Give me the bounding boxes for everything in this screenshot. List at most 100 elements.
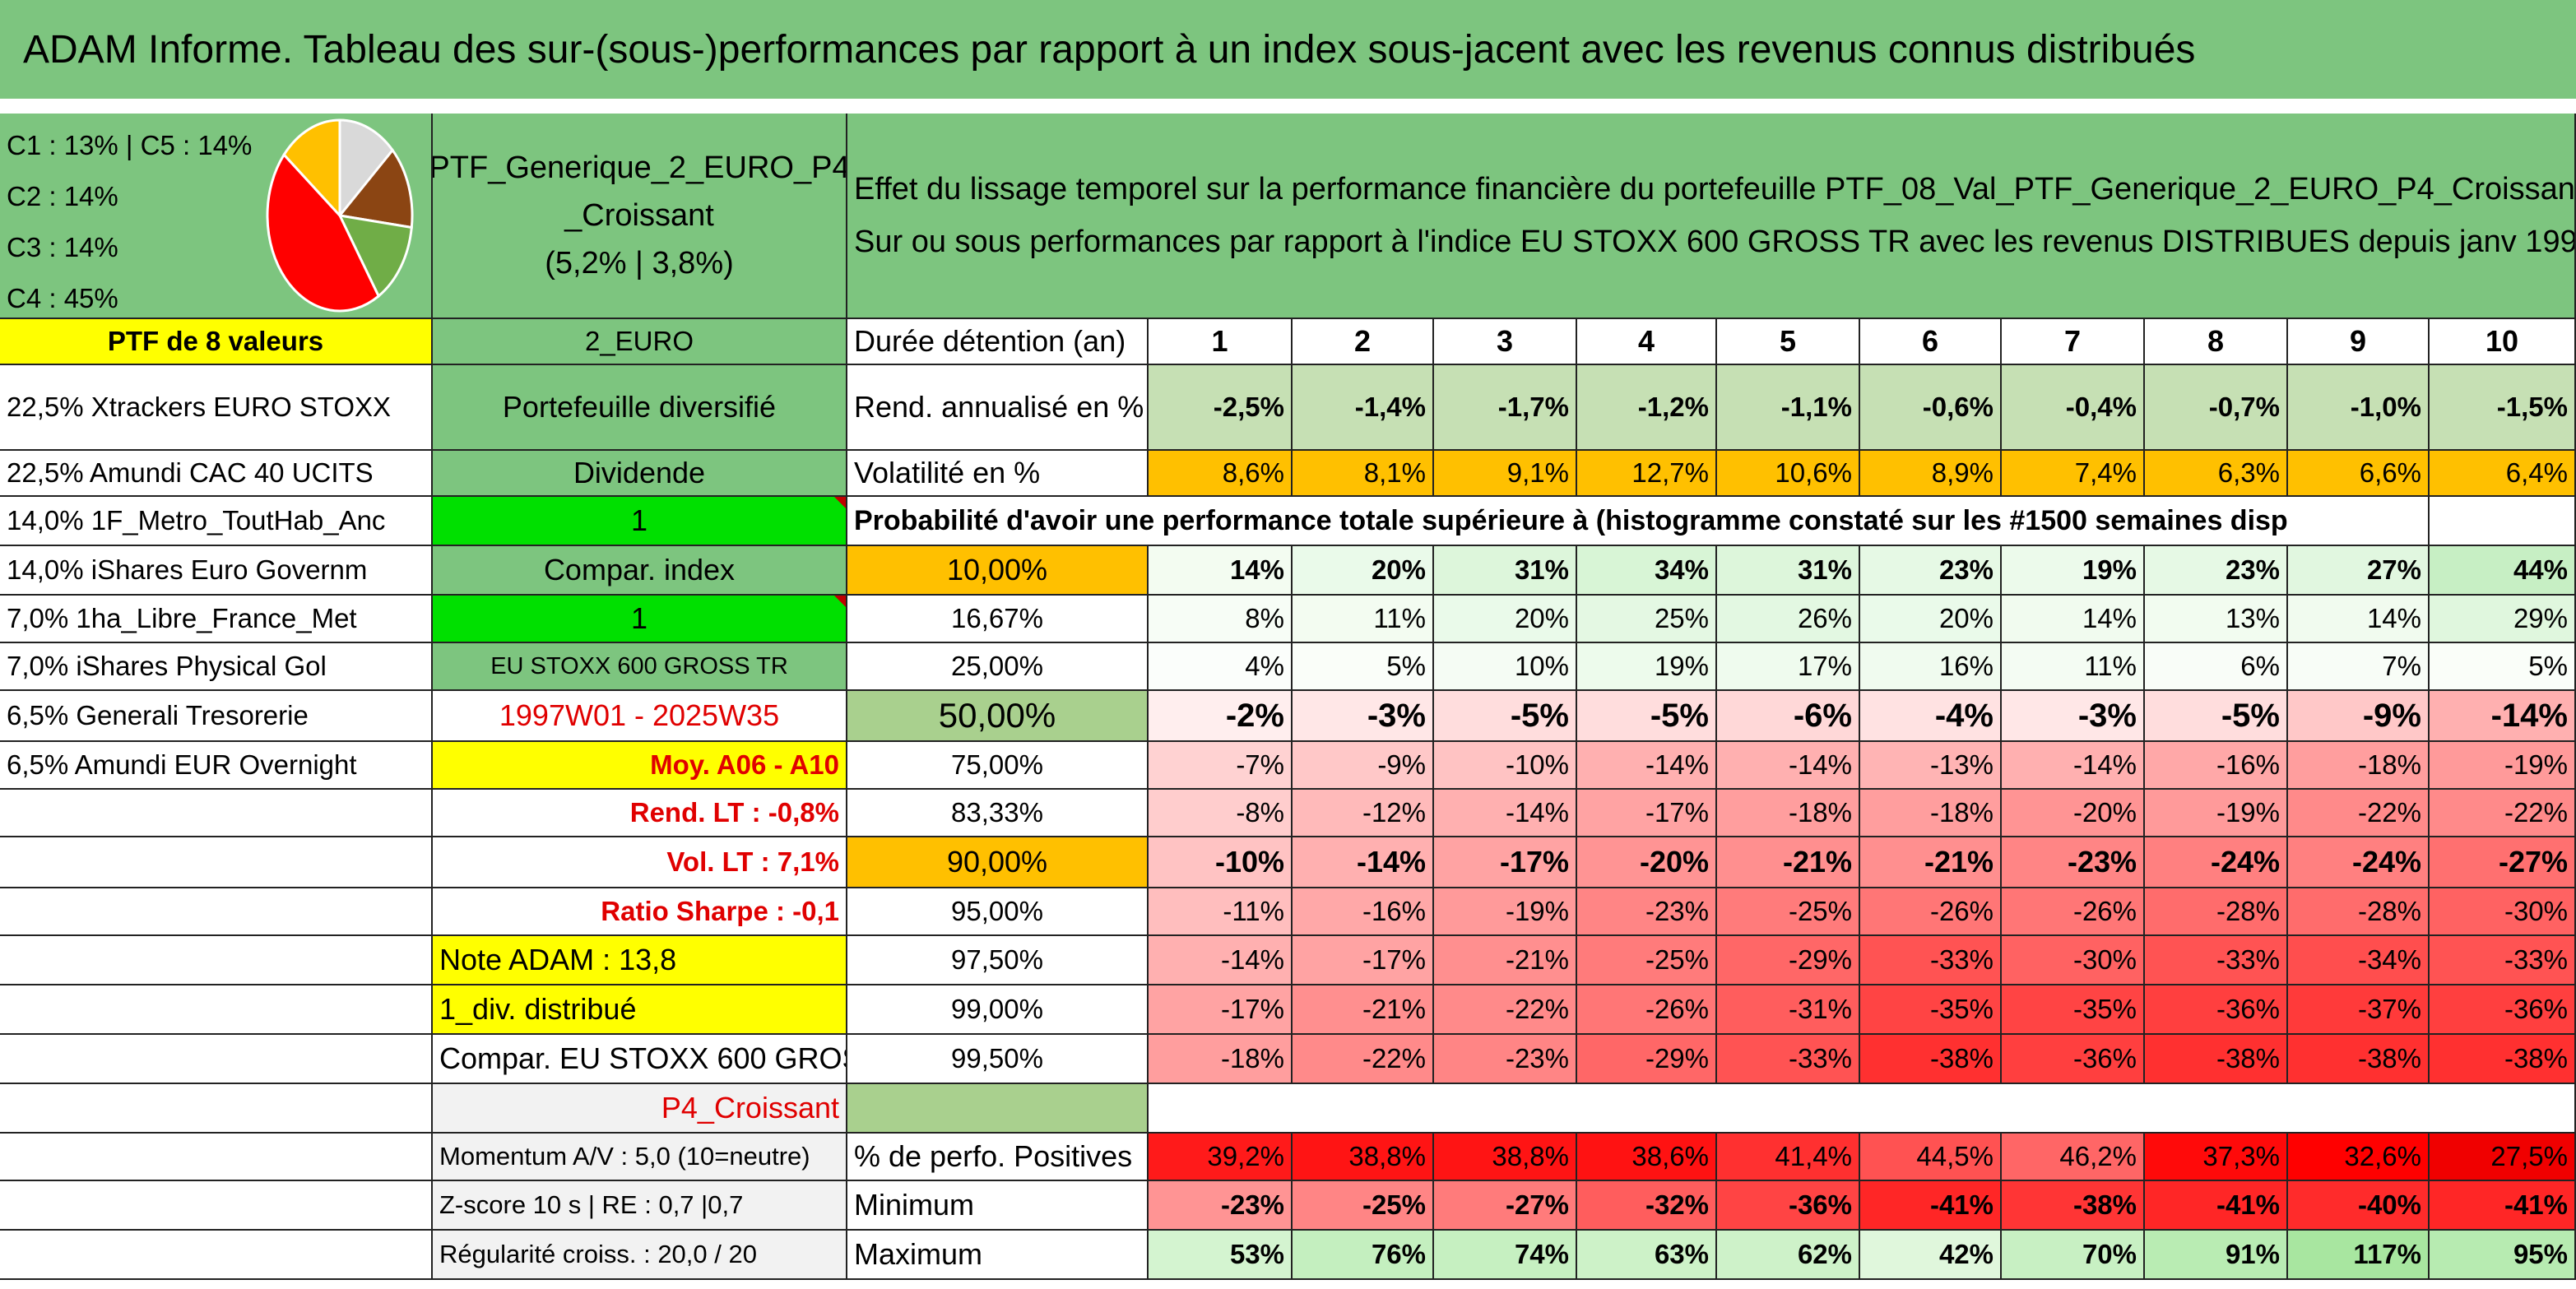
quantile-value: -33%	[1717, 1035, 1860, 1084]
empty-cell	[0, 888, 433, 936]
quantile-value: -10%	[1434, 742, 1577, 790]
pos-value: 38,6%	[1577, 1134, 1717, 1181]
vol-label: Volatilité en %	[847, 451, 1149, 497]
max-value: 70%	[2002, 1231, 2145, 1280]
quantile-value: -25%	[1577, 936, 1717, 985]
quantile-value: -19%	[1434, 888, 1577, 936]
quantile-value: 19%	[2002, 546, 2145, 596]
quantile-value: -2%	[1149, 691, 1293, 742]
quantile-value: -8%	[1149, 790, 1293, 837]
composition-line: C3 : 14%	[7, 232, 118, 262]
pie-slice-c1	[338, 118, 395, 220]
quantile-value: 16%	[1860, 643, 2002, 691]
rend-value: -0,4%	[2002, 365, 2145, 451]
zscore-label: Z-score 10 s | RE : 0,7 |0,7	[433, 1181, 847, 1231]
quantile-value: 11%	[1293, 596, 1434, 643]
vol-value: 8,6%	[1149, 451, 1293, 497]
vol-value: 9,1%	[1434, 451, 1577, 497]
quantile-value: 20%	[1293, 546, 1434, 596]
min-value: -23%	[1149, 1181, 1293, 1231]
year-header: 5	[1717, 319, 1860, 365]
min-value: -25%	[1293, 1181, 1434, 1231]
quantile-value: -14%	[1149, 936, 1293, 985]
empty-cell	[0, 1181, 433, 1231]
quantile-value: -36%	[2430, 985, 2576, 1035]
empty-cell	[0, 790, 433, 837]
quantile-value: -30%	[2430, 888, 2576, 936]
year-header: 6	[1860, 319, 2002, 365]
empty-cell	[0, 985, 433, 1035]
quantile-value: -11%	[1149, 888, 1293, 936]
holding-row: 14,0% 1F_Metro_ToutHab_Anc	[0, 497, 433, 546]
pos-value: 39,2%	[1149, 1134, 1293, 1181]
quantile-value: -19%	[2145, 790, 2288, 837]
compar-index-label: Compar. index	[433, 546, 847, 596]
period-range: 1997W01 - 2025W35	[433, 691, 847, 742]
pie-slice-c4	[266, 152, 381, 313]
pos-value: 46,2%	[2002, 1134, 2145, 1181]
quantile-value: -35%	[1860, 985, 2002, 1035]
max-value: 62%	[1717, 1231, 1860, 1280]
compar-label: Compar. EU STOXX 600 GROSS TR	[433, 1035, 847, 1084]
quantile-value: -18%	[1717, 790, 1860, 837]
rend-value: -1,5%	[2430, 365, 2576, 451]
quantile-value: 20%	[1434, 596, 1577, 643]
composition-panel: C1 : 13% | C5 : 14% C2 : 14% C3 : 14% C4…	[0, 114, 433, 319]
rend-label: Rend. annualisé en %	[847, 365, 1149, 451]
quantile-label: 83,33%	[847, 790, 1149, 837]
vol-value: 6,3%	[2145, 451, 2288, 497]
holding-row: 22,5% Amundi CAC 40 UCITS	[0, 451, 433, 497]
quantile-value: -5%	[2145, 691, 2288, 742]
pos-value: 37,3%	[2145, 1134, 2288, 1181]
vol-value: 8,9%	[1860, 451, 2002, 497]
index-name: EU STOXX 600 GROSS TR	[433, 643, 847, 691]
pie-slice-c2	[337, 214, 413, 299]
quantile-value: -38%	[2145, 1035, 2288, 1084]
rend-lt: Rend. LT : -0,8%	[433, 790, 847, 837]
profile-label: P4_Croissant	[433, 1084, 847, 1134]
sharpe-ratio: Ratio Sharpe : -0,1	[433, 888, 847, 936]
min-value: -32%	[1577, 1181, 1717, 1231]
quantile-value: -24%	[2145, 837, 2288, 888]
quantile-value: -38%	[1860, 1035, 2002, 1084]
quantile-value: -29%	[1577, 1035, 1717, 1084]
quantile-value: -27%	[2430, 837, 2576, 888]
quantile-value: -36%	[2002, 1035, 2145, 1084]
quantile-value: -6%	[1717, 691, 1860, 742]
quantile-value: -38%	[2430, 1035, 2576, 1084]
quantile-value: -26%	[1577, 985, 1717, 1035]
report-title: ADAM Informe. Tableau des sur-(sous-)per…	[0, 0, 2576, 99]
portfolio-name-line1: PTF_Generique_2_EURO_P4	[433, 151, 847, 185]
index-flag-1[interactable]: 1	[433, 497, 847, 546]
composition-pie-chart	[266, 118, 414, 313]
quantile-value: 14%	[1149, 546, 1293, 596]
min-value: -41%	[2145, 1181, 2288, 1231]
year-header: 10	[2430, 319, 2576, 365]
quantile-value: 19%	[1577, 643, 1717, 691]
rend-value: -2,5%	[1149, 365, 1293, 451]
quantile-value: -17%	[1434, 837, 1577, 888]
quantile-value: -23%	[1434, 1035, 1577, 1084]
quantile-value: -14%	[1577, 742, 1717, 790]
momentum-label: Momentum A/V : 5,0 (10=neutre)	[433, 1134, 847, 1181]
quantile-value: -3%	[2002, 691, 2145, 742]
quantile-value: -14%	[2430, 691, 2576, 742]
pos-value: 41,4%	[1717, 1134, 1860, 1181]
quantile-value: -20%	[2002, 790, 2145, 837]
quantile-value: -10%	[1149, 837, 1293, 888]
quantile-value: 26%	[1717, 596, 1860, 643]
rend-value: -1,2%	[1577, 365, 1717, 451]
quantile-value: 5%	[2430, 643, 2576, 691]
quantile-value: 4%	[1149, 643, 1293, 691]
empty-cell	[0, 837, 433, 888]
composition-line: C2 : 14%	[7, 181, 118, 211]
rend-value: -0,7%	[2145, 365, 2288, 451]
pos-value: 38,8%	[1293, 1134, 1434, 1181]
quantile-value: -38%	[2288, 1035, 2430, 1084]
index-flag-2[interactable]: 1	[433, 596, 847, 643]
empty-cell	[0, 1035, 433, 1084]
quantile-value: -5%	[1434, 691, 1577, 742]
quantile-value: -14%	[1293, 837, 1434, 888]
moy-label: Moy. A06 - A10	[433, 742, 847, 790]
holding-row: 6,5% Generali Tresorerie	[0, 691, 433, 742]
